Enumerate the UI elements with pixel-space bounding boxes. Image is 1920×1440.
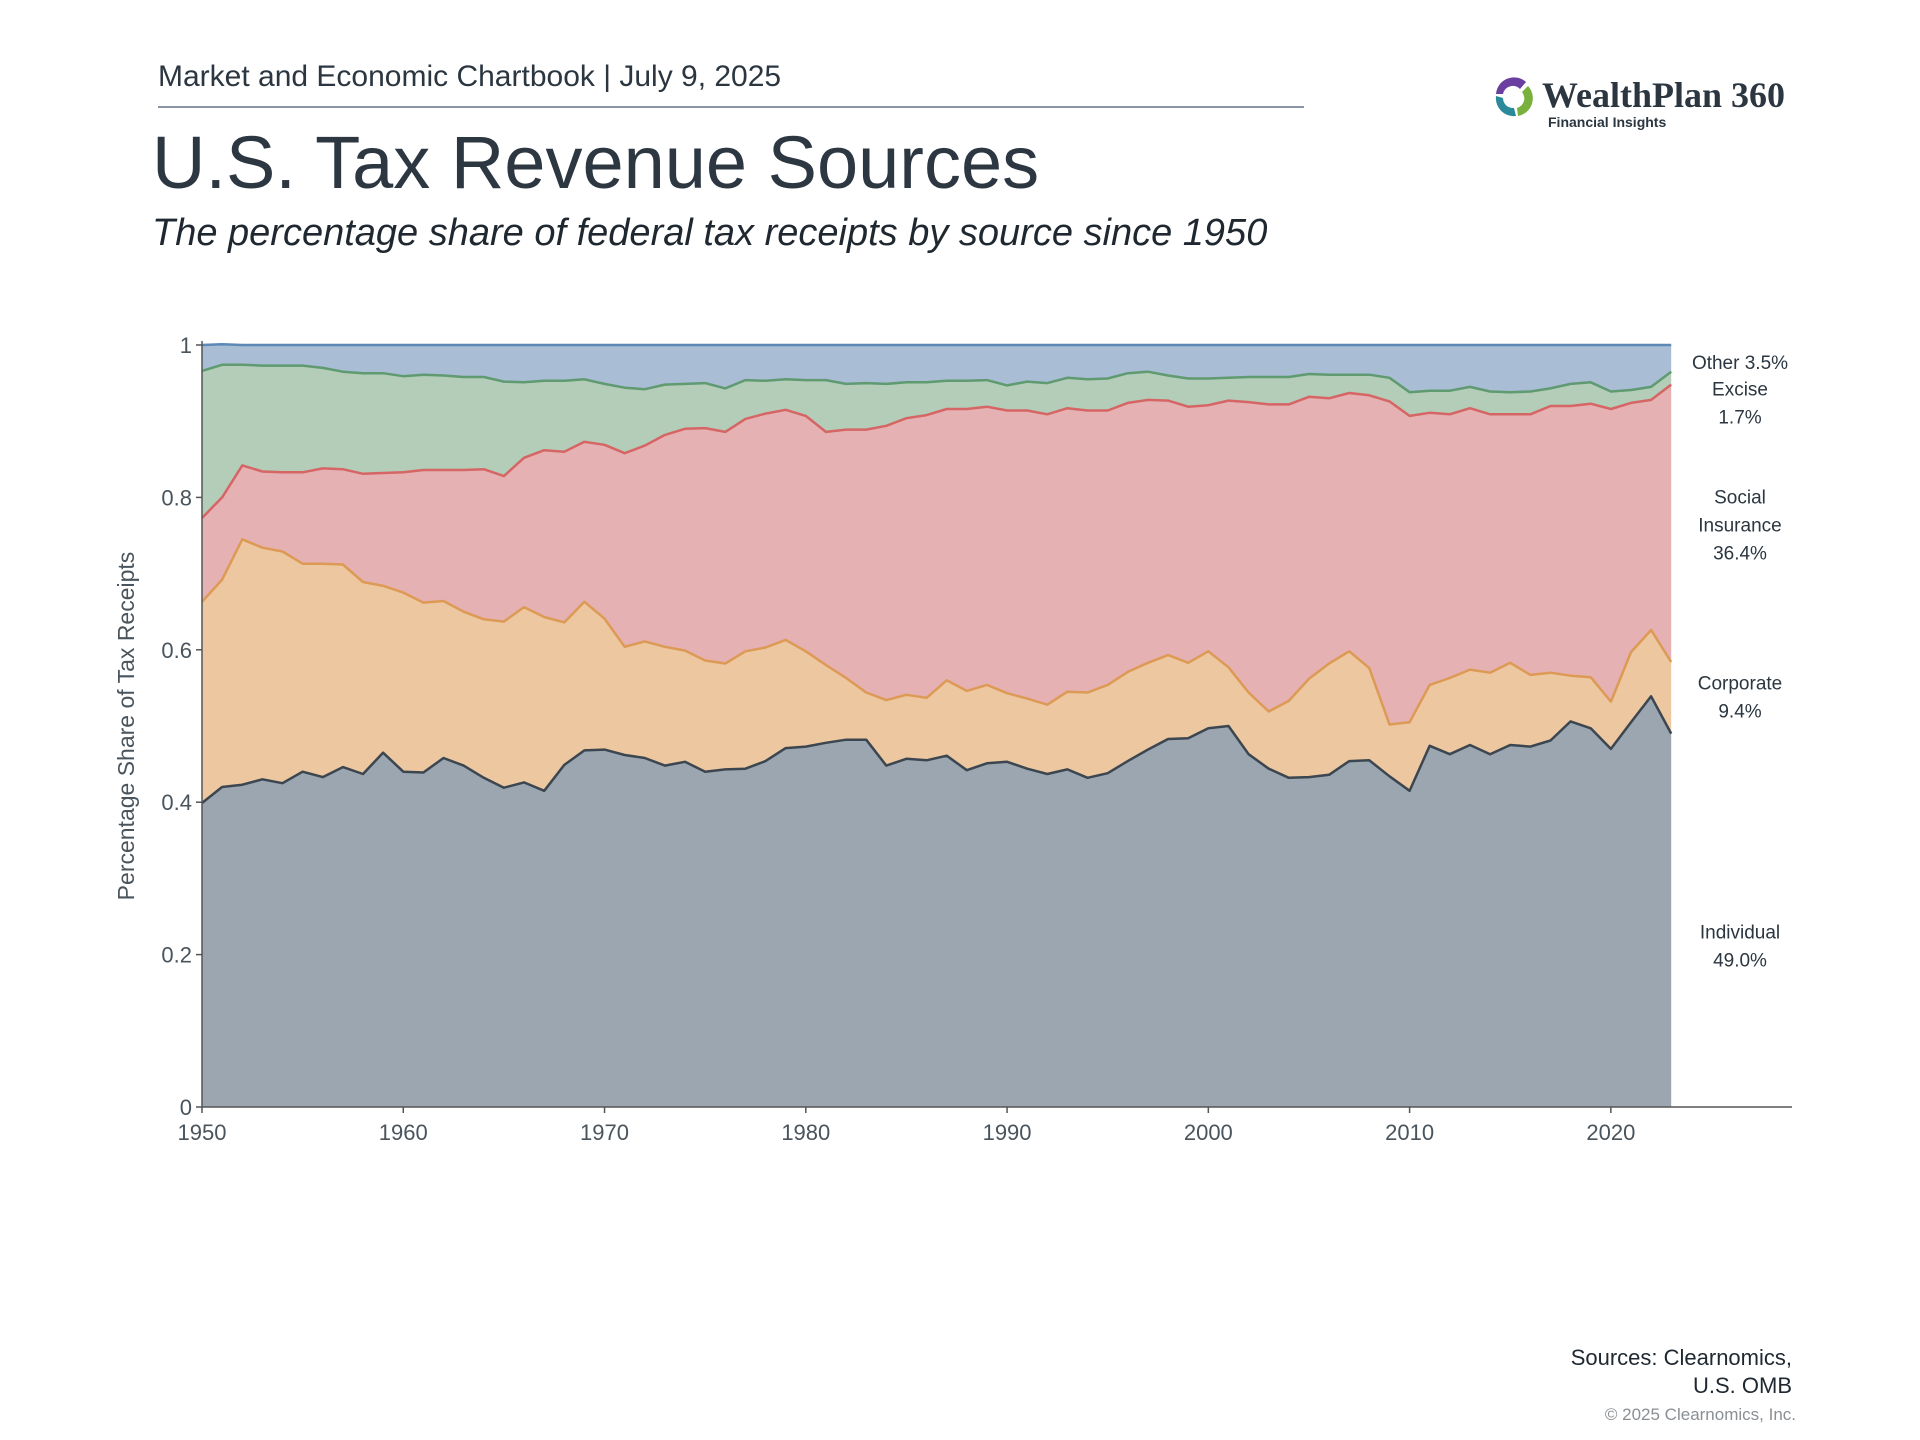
series-label-line: Excise xyxy=(1712,380,1768,401)
series-label-line: 36.4% xyxy=(1713,543,1767,564)
series-label-line: 1.7% xyxy=(1718,408,1761,429)
series-labels: Individual 49.0% Corporate 9.4% Social Insura… xyxy=(1692,353,1788,972)
area-corporate xyxy=(202,539,1672,803)
x-tick-label: 1950 xyxy=(178,1120,227,1145)
line-social-insurance xyxy=(201,383,1672,519)
brand-tagline: Financial Insights xyxy=(1548,114,1667,130)
x-tick-label: 2000 xyxy=(1184,1120,1233,1145)
series-label-line: 49.0% xyxy=(1713,951,1767,972)
series-label-line: Individual xyxy=(1700,923,1780,944)
chart-axes: 0 0.2 0.4 0.6 0.8 1 1950 1960 1970 1980 1990 2000 20… xyxy=(113,333,1792,1145)
report-label: Market and Economic Chartbook | July 9, … xyxy=(158,60,782,93)
brand-logo: WealthPlan 360 Financial Insights xyxy=(1488,72,1788,132)
y-tick-label: 0 xyxy=(180,1095,192,1120)
series-label-excise: Excise 1.7% xyxy=(1712,380,1768,429)
x-tick-label: 2020 xyxy=(1586,1120,1635,1145)
x-tick-label: 1970 xyxy=(580,1120,629,1145)
x-tick-label: 1960 xyxy=(379,1120,428,1145)
line-individual xyxy=(201,695,1673,804)
series-label-other: Other 3.5% xyxy=(1692,353,1788,374)
series-label-line: Other 3.5% xyxy=(1692,353,1788,374)
header-rule xyxy=(158,106,1304,108)
area-excise xyxy=(202,364,1672,518)
area-social-insurance xyxy=(202,384,1672,725)
copyright: © 2025 Clearnomics, Inc. xyxy=(1604,1405,1796,1424)
series-label-line: Insurance xyxy=(1698,515,1781,536)
y-axis-label: Percentage Share of Tax Receipts xyxy=(113,552,139,901)
area-individual xyxy=(202,696,1672,1107)
x-tick-label: 2010 xyxy=(1385,1120,1434,1145)
series-label-social-insurance: Social Insurance 36.4% xyxy=(1698,487,1781,564)
line-corporate xyxy=(201,538,1673,726)
y-tick-label: 1 xyxy=(180,333,192,358)
y-tick-label: 0.8 xyxy=(161,485,192,510)
line-excise xyxy=(201,363,1672,394)
area-layers xyxy=(201,342,1673,1107)
y-tick-label: 0.4 xyxy=(161,790,192,815)
series-label-corporate: Corporate 9.4% xyxy=(1698,674,1783,723)
series-label-line: Corporate xyxy=(1698,674,1783,695)
sources-line-2: U.S. OMB xyxy=(1692,1373,1792,1398)
brand-name: WealthPlan 360 xyxy=(1542,75,1786,115)
series-label-line: 9.4% xyxy=(1718,702,1761,723)
line-other xyxy=(201,342,1672,347)
series-label-individual: Individual 49.0% xyxy=(1700,923,1780,972)
y-tick-label: 0.2 xyxy=(161,943,192,968)
y-tick-label: 0.6 xyxy=(161,638,192,663)
sources-note: Sources: Clearnomics, U.S. OMB xyxy=(1571,1344,1792,1400)
sources-line-1: Sources: Clearnomics, xyxy=(1570,1345,1792,1370)
x-tick-label: 1990 xyxy=(983,1120,1032,1145)
series-label-line: Social xyxy=(1714,487,1766,508)
page-title: U.S. Tax Revenue Sources xyxy=(152,121,1040,204)
brand-mark-icon xyxy=(1495,77,1533,117)
x-tick-label: 1980 xyxy=(781,1120,830,1145)
page-subtitle: The percentage share of federal tax rece… xyxy=(152,212,1268,254)
